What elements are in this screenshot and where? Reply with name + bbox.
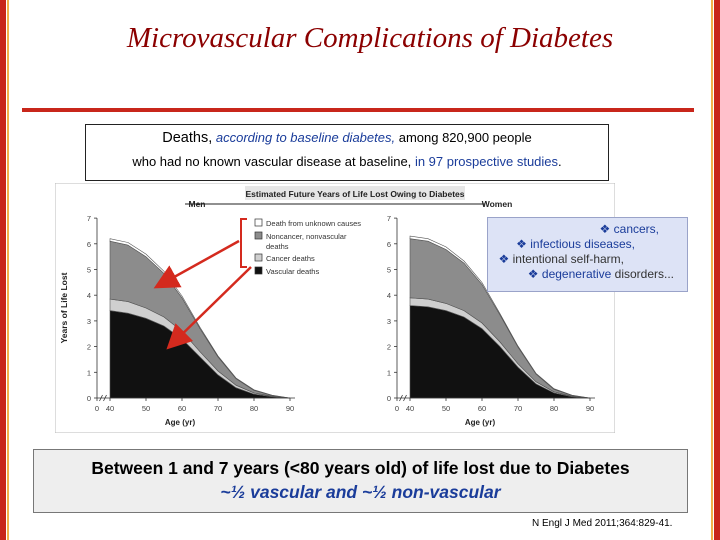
legend-label: Death from unknown causes xyxy=(266,219,361,228)
legend-swatch xyxy=(254,253,263,262)
legend-label-2: deaths xyxy=(266,242,289,251)
arrow-to-nonvascular xyxy=(153,239,240,289)
callout-bullet-icon: ❖ xyxy=(527,267,539,281)
panel-title: Women xyxy=(482,199,513,209)
callout-text: cancers, xyxy=(613,222,659,236)
subtitle-no-vascular: who had no known vascular disease at bas… xyxy=(132,154,412,169)
annotation-arrows xyxy=(153,218,252,350)
x-tick-label: 80 xyxy=(250,404,258,413)
callout-text: degenerative xyxy=(541,267,612,281)
panel-title: Men xyxy=(189,199,206,209)
x-tick-label: 70 xyxy=(214,404,222,413)
x-tick-label: 40 xyxy=(406,404,414,413)
x-tick-label: 60 xyxy=(478,404,486,413)
x-tick-label: 50 xyxy=(142,404,150,413)
callout-text: infectious diseases, xyxy=(530,237,635,251)
callout-text-2: disorders... xyxy=(614,267,674,281)
subtitle-studies: in 97 prospective studies xyxy=(414,154,559,169)
chart-title-bg xyxy=(245,186,465,200)
legend-label: Vascular deaths xyxy=(266,267,319,276)
x-tick-label: 90 xyxy=(286,404,294,413)
x-axis-label: Age (yr) xyxy=(465,418,496,427)
subtitle-baseline: according to baseline diabetes, xyxy=(215,130,396,145)
y-tick-label: 5 xyxy=(387,266,391,275)
x-tick-label: 40 xyxy=(106,404,114,413)
x-tick-label: 0 xyxy=(95,404,99,413)
callout-text: intentional self-harm, xyxy=(512,252,624,266)
legend-swatch xyxy=(254,266,263,275)
legend-label: Noncancer, nonvascular xyxy=(266,232,347,241)
title-divider xyxy=(22,108,694,112)
subtitle-box: Deaths, according to baseline diabetes, … xyxy=(85,124,609,181)
y-tick-label: 3 xyxy=(387,317,391,326)
y-tick-label: 6 xyxy=(387,240,391,249)
callout-item-cancers: ❖ cancers, xyxy=(600,222,659,236)
callout-item-degenerative: ❖ degenerative disorders... xyxy=(528,267,674,281)
y-tick-label: 0 xyxy=(87,394,91,403)
x-tick-label: 60 xyxy=(178,404,186,413)
legend-swatch xyxy=(254,218,263,227)
slide-border-left xyxy=(0,0,6,540)
slide-border-right-inner xyxy=(711,0,713,540)
callout-item-self-harm: ❖ intentional self-harm, xyxy=(499,252,625,266)
y-tick-label: 7 xyxy=(87,214,91,223)
non-vascular-causes-callout: ❖ cancers, ❖ infectious diseases, ❖ inte… xyxy=(487,217,688,292)
area-death-from-unknown-causes xyxy=(409,235,591,399)
callout-bullet-icon: ❖ xyxy=(498,252,510,266)
axis-break-mark xyxy=(399,394,407,402)
subtitle-population: among 820,900 people xyxy=(398,130,532,145)
y-tick-label: 1 xyxy=(87,368,91,377)
legend-label: Cancer deaths xyxy=(266,254,315,263)
subtitle-period: . xyxy=(558,154,562,169)
callout-bullet-icon: ❖ xyxy=(599,222,611,236)
subtitle-line-1: Deaths, according to baseline diabetes, … xyxy=(86,130,608,146)
summary-line-1: Between 1 and 7 years (<80 years old) of… xyxy=(91,458,630,478)
y-tick-label: 4 xyxy=(387,291,391,300)
chart-title: Estimated Future Years of Life Lost Owin… xyxy=(246,189,465,199)
y-tick-label: 2 xyxy=(387,343,391,352)
y-tick-label: 5 xyxy=(87,266,91,275)
y-tick-label: 3 xyxy=(87,317,91,326)
y-tick-label: 0 xyxy=(387,394,391,403)
y-tick-label: 1 xyxy=(387,368,391,377)
y-tick-label: 2 xyxy=(87,343,91,352)
slide-title: Microvascular Complications of Diabetes xyxy=(126,22,614,54)
callout-bullet-icon: ❖ xyxy=(516,237,527,251)
x-tick-label: 80 xyxy=(550,404,558,413)
callout-item-infectious: ❖ infectious diseases, xyxy=(516,237,635,251)
legend-swatch xyxy=(254,231,263,240)
y-axis-label: Years of Life Lost xyxy=(59,272,69,343)
chart-legend: Death from unknown causes Noncancer, nonv… xyxy=(254,218,361,276)
legend-bracket xyxy=(240,218,247,268)
axis-break-mark xyxy=(99,394,107,402)
x-tick-label: 50 xyxy=(442,404,450,413)
summary-box: Between 1 and 7 years (<80 years old) of… xyxy=(33,449,688,513)
arrow-to-vascular xyxy=(166,266,252,350)
y-tick-label: 4 xyxy=(87,291,91,300)
x-tick-label: 70 xyxy=(514,404,522,413)
slide-border-left-inner xyxy=(7,0,9,540)
subtitle-line-2: who had no known vascular disease at bas… xyxy=(86,154,608,169)
x-tick-label: 90 xyxy=(586,404,594,413)
x-axis-label: Age (yr) xyxy=(165,418,196,427)
subtitle-deaths: Deaths, xyxy=(162,130,213,146)
citation: N Engl J Med 2011;364:829-41. xyxy=(532,518,673,529)
summary-line-2: ~½ vascular and ~½ non-vascular xyxy=(220,482,501,502)
y-tick-label: 7 xyxy=(387,214,391,223)
slide-border-right xyxy=(714,0,720,540)
y-tick-label: 6 xyxy=(87,240,91,249)
x-tick-label: 0 xyxy=(395,404,399,413)
